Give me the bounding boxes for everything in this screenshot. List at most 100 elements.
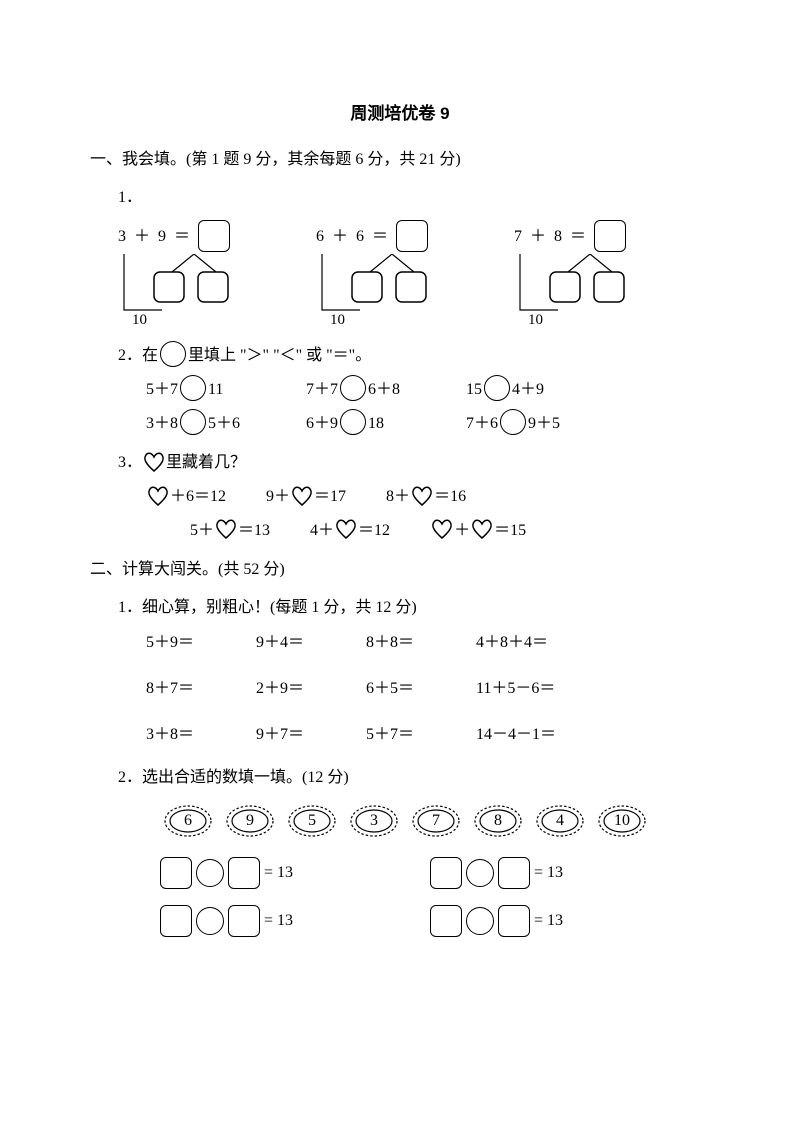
calc-cell: 8＋8＝ — [366, 630, 476, 656]
rhs: 5＋6 — [208, 411, 240, 437]
split-op: ＋ — [134, 224, 150, 250]
q3-row: 5＋ ＝13 4＋ ＝12 ＋ ＝15 — [90, 518, 710, 544]
split-op: ＋ — [530, 224, 546, 250]
eq-result: = 13 — [534, 860, 563, 886]
combo-eq: = 13 — [430, 905, 640, 937]
split-item: 3 ＋ 9 ＝ 10 — [118, 220, 298, 324]
split-item: 7 ＋ 8 ＝ 10 — [514, 220, 694, 324]
s2-q2-label: 2．选出合适的数填一填。(12 分) — [90, 765, 710, 791]
calc-cell: 4＋8＋4＝ — [476, 630, 616, 656]
number-bubble: 10 — [596, 803, 648, 839]
number-box[interactable] — [498, 857, 530, 889]
heart-blank[interactable] — [334, 518, 358, 540]
heart-blank[interactable] — [470, 518, 494, 540]
number-box[interactable] — [228, 905, 260, 937]
bubble-value: 8 — [494, 808, 502, 834]
lhs: 3＋8 — [146, 411, 178, 437]
compare-item: 7＋7 6＋8 — [306, 376, 436, 402]
number-bubble: 5 — [286, 803, 338, 839]
number-box[interactable] — [430, 905, 462, 937]
calc-cell: 5＋7＝ — [366, 722, 476, 748]
lhs: 7＋6 — [466, 411, 498, 437]
number-box[interactable] — [430, 857, 462, 889]
ten-label: 10 — [132, 312, 147, 324]
q2-label-pre: 2．在 — [118, 343, 158, 369]
lhs: 6＋9 — [306, 411, 338, 437]
split-diagram: 10 — [316, 254, 496, 324]
heart-eq: 5＋ ＝13 — [190, 518, 270, 544]
q2-row: 3＋8 5＋6 6＋9 18 7＋6 9＋5 — [146, 410, 710, 436]
compare-blank[interactable] — [340, 409, 366, 435]
calc-grid: 5＋9＝ 9＋4＝ 8＋8＝ 4＋8＋4＝ 8＋7＝ 2＋9＝ 6＋5＝ 11＋… — [90, 630, 710, 747]
heart-icon — [142, 451, 166, 473]
answer-box[interactable] — [198, 220, 230, 252]
heart-blank[interactable] — [410, 485, 434, 507]
heart-blank[interactable] — [146, 485, 170, 507]
compare-blank[interactable] — [484, 375, 510, 401]
split-eq: ＝ — [570, 224, 586, 250]
calc-cell: 2＋9＝ — [256, 676, 366, 702]
op-circle[interactable] — [466, 907, 494, 935]
combo-eq: = 13 — [430, 857, 640, 889]
s2-q1-label: 1．细心算，别粗心！(每题 1 分，共 12 分) — [90, 595, 710, 621]
op-circle[interactable] — [196, 907, 224, 935]
heart-eq: 8＋ ＝16 — [386, 484, 466, 510]
split-eq: ＝ — [174, 224, 190, 250]
page-title: 周测培优卷 9 — [90, 100, 710, 127]
split-b: 9 — [158, 224, 166, 250]
number-box[interactable] — [160, 857, 192, 889]
number-box[interactable] — [498, 905, 530, 937]
compare-blank[interactable] — [180, 409, 206, 435]
op-circle[interactable] — [196, 859, 224, 887]
calc-cell: 9＋4＝ — [256, 630, 366, 656]
heart-blank[interactable] — [290, 485, 314, 507]
eq-text: ＝12 — [358, 518, 390, 544]
compare-item: 3＋8 5＋6 — [146, 410, 276, 436]
q1-label: 1． — [90, 185, 710, 211]
split-b: 8 — [554, 224, 562, 250]
section-1-heading: 一、我会填。(第 1 题 9 分，其余每题 6 分，共 21 分) — [90, 147, 710, 173]
q3-row: ＋6＝12 9＋ ＝17 8＋ ＝16 — [90, 484, 710, 510]
q1-splits-row: 3 ＋ 9 ＝ 10 6 ＋ 6 ＝ — [90, 220, 710, 324]
calc-cell: 5＋9＝ — [146, 630, 256, 656]
eq-result: = 13 — [264, 908, 293, 934]
split-a: 3 — [118, 224, 126, 250]
heart-eq: ＋ ＝15 — [430, 518, 526, 544]
heart-blank[interactable] — [430, 518, 454, 540]
rhs: 6＋8 — [368, 377, 400, 403]
section-2-heading: 二、计算大闯关。(共 52 分) — [90, 557, 710, 583]
number-bubble: 9 — [224, 803, 276, 839]
compare-blank[interactable] — [180, 375, 206, 401]
split-eq: ＝ — [372, 224, 388, 250]
split-a: 7 — [514, 224, 522, 250]
number-box[interactable] — [160, 905, 192, 937]
heart-blank[interactable] — [214, 518, 238, 540]
op-circle[interactable] — [466, 859, 494, 887]
compare-blank[interactable] — [340, 375, 366, 401]
number-box[interactable] — [228, 857, 260, 889]
calc-cell: 3＋8＝ — [146, 722, 256, 748]
number-bubble: 7 — [410, 803, 462, 839]
circle-icon — [160, 341, 186, 367]
combo-grid: = 13 = 13 = 13 = 13 — [160, 857, 640, 937]
compare-blank[interactable] — [500, 409, 526, 435]
split-diagram: 10 — [118, 254, 298, 324]
compare-item: 6＋9 18 — [306, 410, 436, 436]
calc-cell: 9＋7＝ — [256, 722, 366, 748]
eq-text: ＝13 — [238, 518, 270, 544]
eq-text: ＋6＝12 — [170, 484, 226, 510]
calc-cell: 6＋5＝ — [366, 676, 476, 702]
split-item: 6 ＋ 6 ＝ 10 — [316, 220, 496, 324]
answer-box[interactable] — [396, 220, 428, 252]
number-bubble: 8 — [472, 803, 524, 839]
number-bubble: 6 — [162, 803, 214, 839]
bubble-value: 7 — [432, 808, 440, 834]
answer-box[interactable] — [594, 220, 626, 252]
rhs: 18 — [368, 411, 384, 437]
eq-text: ＋ — [454, 518, 470, 544]
q3-label-post: 里藏着几？ — [166, 450, 246, 476]
heart-eq: ＋6＝12 — [146, 484, 226, 510]
q3-label: 3． 里藏着几？ — [90, 450, 246, 476]
split-diagram: 10 — [514, 254, 694, 324]
compare-item: 15 4＋9 — [466, 376, 596, 402]
